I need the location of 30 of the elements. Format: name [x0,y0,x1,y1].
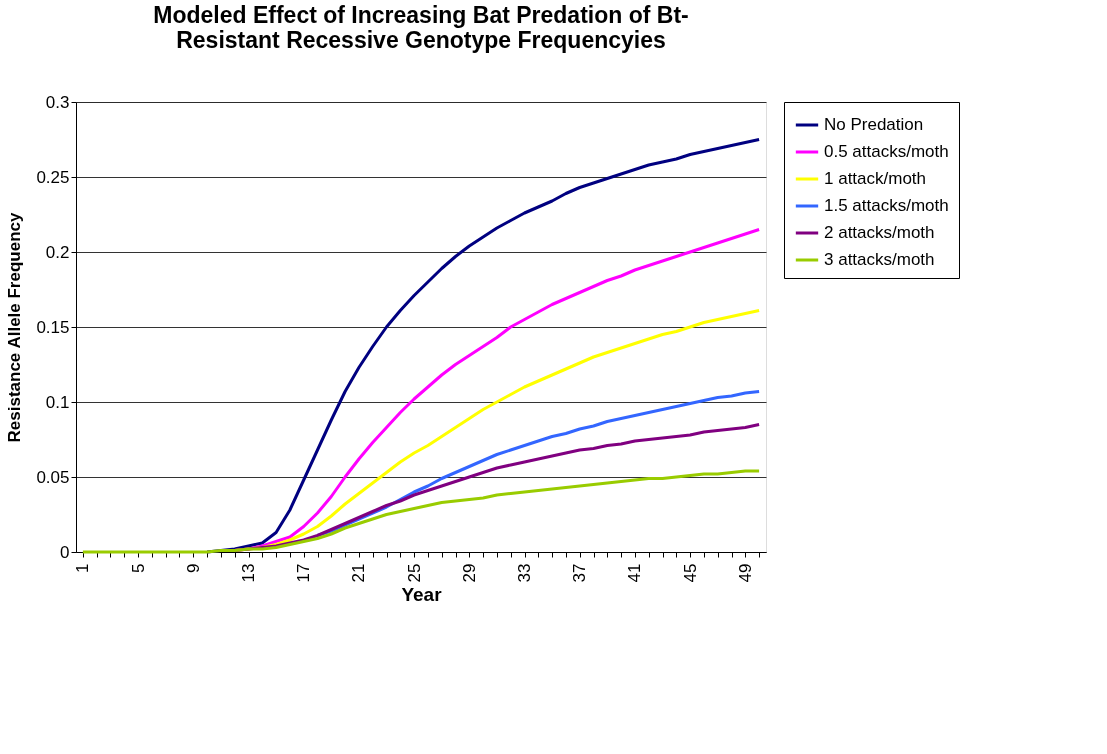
y-tick-label: 0.1 [45,392,70,412]
legend-label: 0.5 attacks/moth [824,142,949,161]
x-tick-label: 49 [735,563,755,583]
x-tick-label: 37 [570,563,590,583]
x-tick-label: 17 [294,563,314,583]
y-tick-label: 0.25 [36,167,70,187]
legend-label: 1 attack/moth [824,169,927,188]
x-tick-label: 41 [625,563,645,583]
x-tick-label: 29 [459,563,479,583]
legend-label: No Predation [824,115,924,134]
chart-title: Modeled Effect of Increasing Bat Predation of Bt-Resistant Recessive Genotype Frequencyies [153,2,689,53]
legend-label: 2 attacks/moth [824,223,935,242]
x-tick-label: 5 [128,563,148,573]
x-tick-label: 25 [404,563,424,583]
x-axis-title: Year [401,584,443,606]
legend-label: 1.5 attacks/moth [824,196,949,215]
y-tick-label: 0.3 [45,92,70,112]
x-tick-label: 1 [73,563,93,573]
line-series [81,469,761,554]
x-tick-label: 21 [349,563,369,583]
legend-label: 3 attacks/moth [824,250,935,269]
x-tick-label: 33 [515,563,534,583]
y-axis-title: Resistance Allele Frequency [5,212,25,443]
x-tick-label: 45 [680,563,700,583]
y-tick-label: 0.05 [36,467,70,487]
y-tick-label: 0 [60,542,70,562]
x-tick-label: 13 [239,563,258,583]
x-tick-label: 9 [183,563,203,573]
y-tick-label: 0.15 [36,317,70,337]
y-tick-label: 0.2 [45,242,70,262]
